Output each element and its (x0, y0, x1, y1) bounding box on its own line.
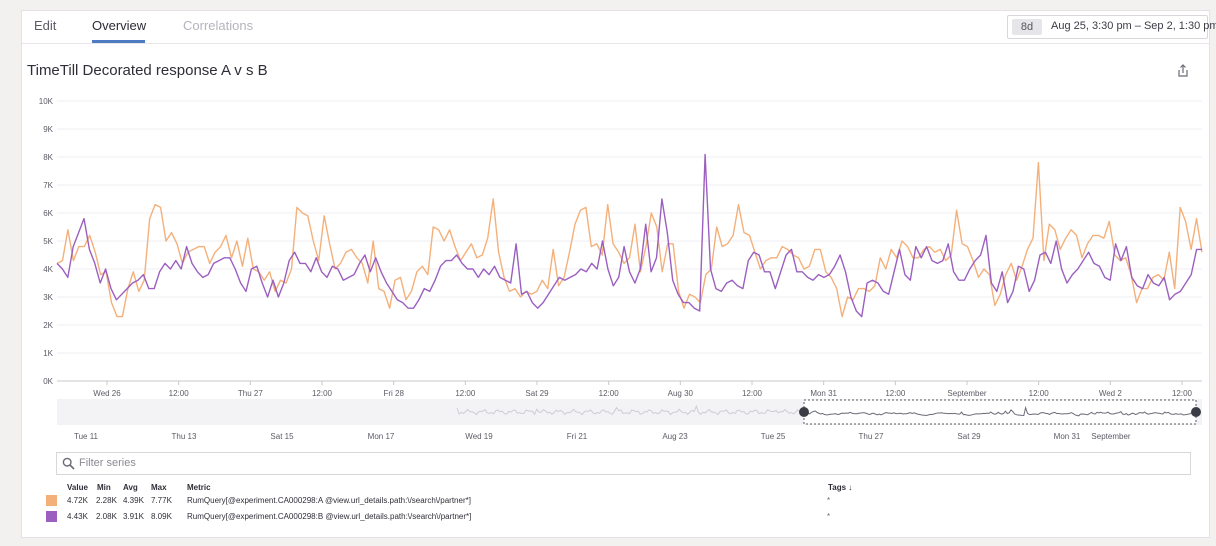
y-tick-label: 7K (43, 181, 53, 190)
y-tick-label: 1K (43, 349, 53, 358)
navigator-series-line (805, 405, 1194, 417)
legend-header-max[interactable]: Max (151, 483, 167, 492)
x-tick-label: 12:00 (599, 389, 620, 398)
y-tick-label: 6K (43, 209, 53, 218)
navigator-tick-label: Fri 21 (567, 432, 588, 441)
y-tick-label: 3K (43, 293, 53, 302)
y-tick-label: 8K (43, 153, 53, 162)
legend-value: 4.72K (67, 496, 88, 505)
legend-header-value[interactable]: Value (67, 483, 88, 492)
x-tick-label: Mon 31 (810, 389, 837, 398)
x-tick-label: Wed 26 (93, 389, 121, 398)
navigator-tick-label: Sat 29 (957, 432, 981, 441)
legend-header-avg[interactable]: Avg (123, 483, 138, 492)
navigator-tick-label: Tue 25 (761, 432, 786, 441)
navigator-tick-label: Thu 13 (172, 432, 197, 441)
tab-edit[interactable]: Edit (34, 18, 57, 33)
legend-metric: RumQuery[@experiment.CA000298:A @view.ur… (187, 496, 471, 505)
y-tick-label: 4K (43, 265, 53, 274)
x-tick-label: September (947, 389, 986, 398)
filter-series-box[interactable] (56, 452, 1191, 475)
legend-min: 2.08K (96, 512, 117, 521)
x-tick-label: 12:00 (169, 389, 190, 398)
series-color-swatch[interactable] (46, 511, 57, 522)
legend-avg: 4.39K (123, 496, 144, 505)
legend-max: 8.09K (151, 512, 172, 521)
legend-tags: * (827, 496, 831, 505)
legend-header-metric[interactable]: Metric (187, 483, 211, 492)
share-icon[interactable] (1175, 63, 1191, 79)
timeseries-chart[interactable]: 0K 1K 2K 3K 4K 5K 6K 7K 8K 9K 10K Wed 26 12:00 Thu 27… (22, 91, 1209, 401)
y-tick-label: 0K (43, 377, 53, 386)
tab-overview[interactable]: Overview (92, 18, 147, 33)
x-tick-label: 12:00 (312, 389, 333, 398)
navigator-tick-label: Wed 19 (465, 432, 493, 441)
y-tick-label: 5K (43, 237, 53, 246)
tab-correlations: Correlations (183, 18, 254, 33)
navigator-tick-label: Tue 11 (74, 432, 99, 441)
legend-header-min[interactable]: Min (97, 483, 111, 492)
x-tick-label: 12:00 (1172, 389, 1193, 398)
navigator-tick-label: Thu 27 (859, 432, 884, 441)
y-tick-label: 10K (39, 97, 54, 106)
x-tick-label: Aug 30 (668, 389, 694, 398)
time-navigator[interactable]: Tue 11 Thu 13 Sat 15 Mon 17 Wed 19 Fri 21 Aug … (22, 399, 1209, 445)
x-tick-label: Sat 29 (525, 389, 549, 398)
x-tick-label: 12:00 (455, 389, 476, 398)
navigator-left-handle[interactable] (799, 407, 809, 417)
legend-header-tags[interactable]: Tags ↓ (828, 483, 853, 492)
navigator-tick-label: September (1091, 432, 1130, 441)
navigator-tick-label: Mon 31 (1054, 432, 1081, 441)
legend-tags: * (827, 512, 831, 521)
legend-avg: 3.91K (123, 512, 144, 521)
active-tab-indicator (92, 40, 145, 43)
legend-max: 7.77K (151, 496, 172, 505)
time-range-label[interactable]: Aug 25, 3:30 pm – Sep 2, 1:30 pm (1051, 20, 1216, 32)
search-icon (62, 457, 75, 470)
series-color-swatch[interactable] (46, 495, 57, 506)
navigator-selection[interactable] (803, 399, 1197, 425)
x-tick-label: Wed 2 (1099, 389, 1123, 398)
legend-metric: RumQuery[@experiment.CA000298:B @view.ur… (187, 512, 472, 521)
x-tick-label: 12:00 (742, 389, 763, 398)
x-tick-label: Thu 27 (238, 389, 263, 398)
series-line-b[interactable] (56, 153, 1202, 318)
navigator-tick-label: Sat 15 (270, 432, 294, 441)
navigator-tick-label: Aug 23 (662, 432, 688, 441)
x-tick-label: 12:00 (885, 389, 906, 398)
widget-title: TimeTill Decorated response A v s B (27, 62, 268, 79)
time-span-badge[interactable]: 8d (1012, 19, 1042, 35)
legend-value: 4.43K (67, 512, 88, 521)
navigator-history-line (456, 404, 803, 416)
navigator-right-handle[interactable] (1191, 407, 1201, 417)
widget-panel: Edit Overview Correlations 8d Aug 25, 3:… (21, 10, 1216, 538)
x-tick-label: Fri 28 (383, 389, 404, 398)
time-range-selector[interactable]: 8d Aug 25, 3:30 pm – Sep 2, 1:30 pm (1007, 15, 1216, 39)
navigator-tick-label: Mon 17 (368, 432, 395, 441)
y-tick-label: 9K (43, 125, 53, 134)
series-line-a[interactable] (56, 161, 1203, 318)
x-tick-label: 12:00 (1029, 389, 1050, 398)
y-tick-label: 2K (43, 321, 53, 330)
tab-bar: Edit Overview Correlations 8d Aug 25, 3:… (22, 11, 1216, 44)
legend-min: 2.28K (96, 496, 117, 505)
filter-series-input[interactable] (79, 454, 1179, 472)
